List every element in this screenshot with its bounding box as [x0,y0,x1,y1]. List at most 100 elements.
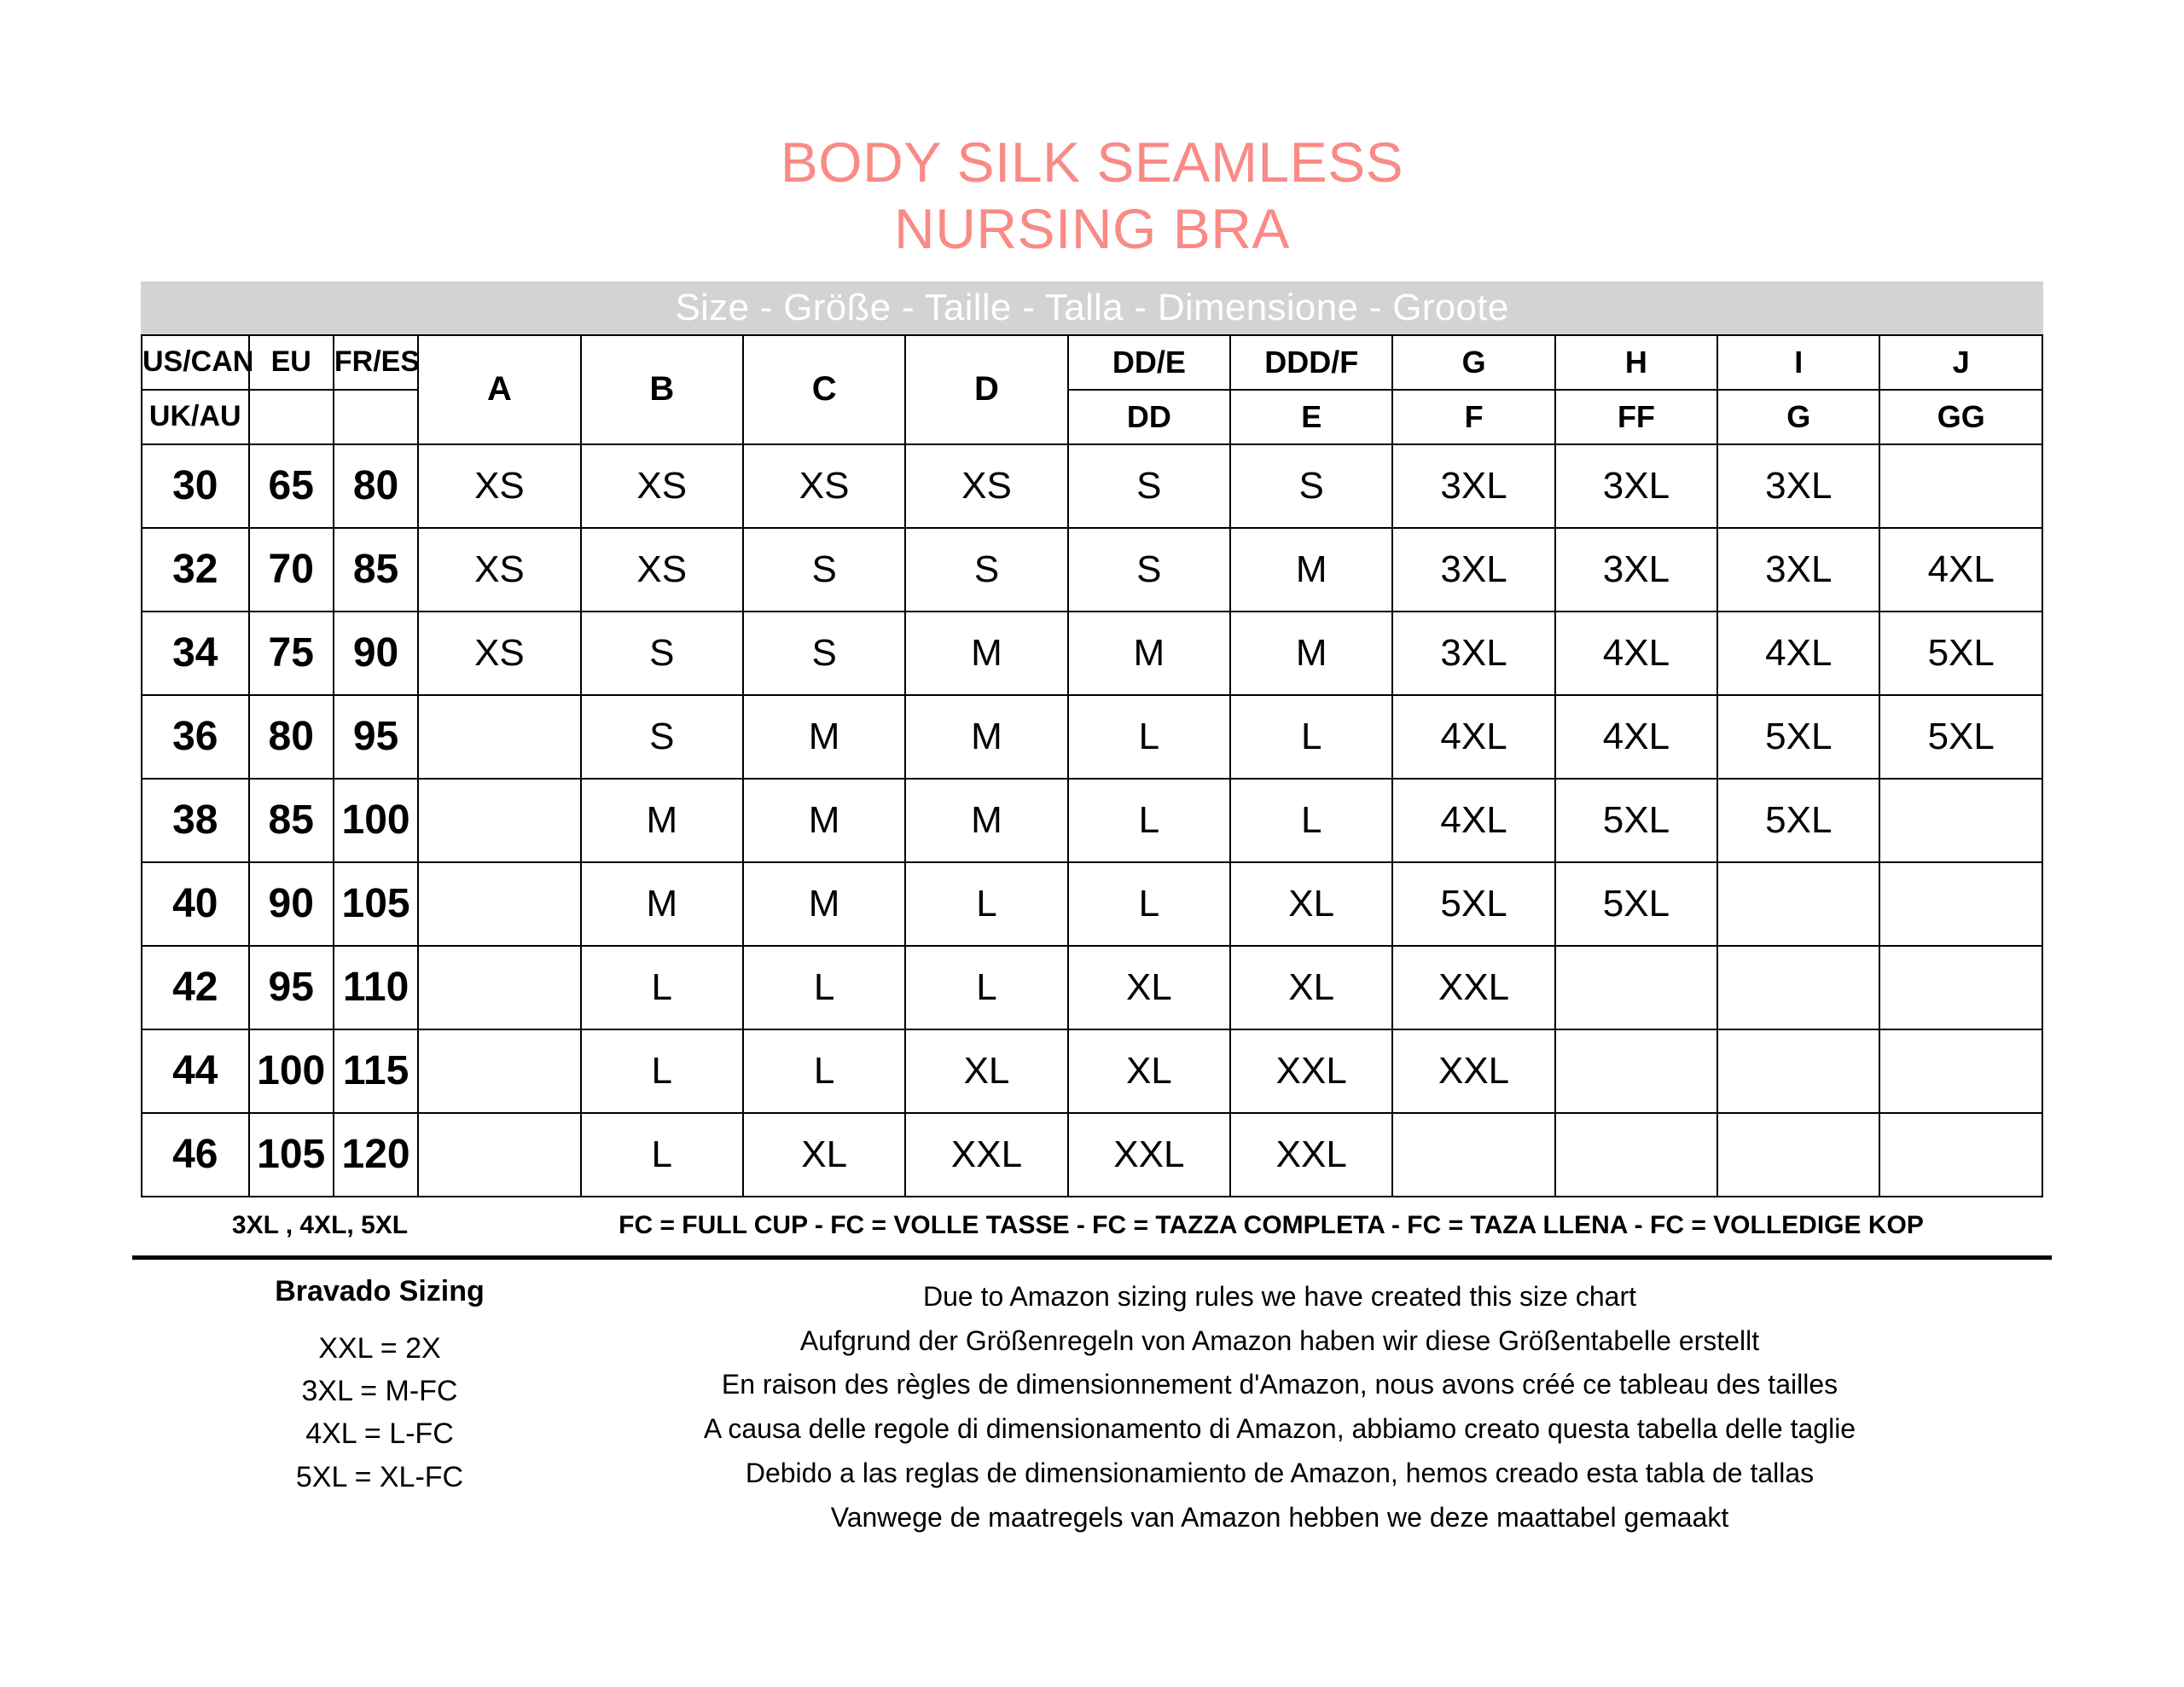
disclaimer-line: En raison des règles de dimensionnement … [721,1369,1838,1400]
header-cup-ddd-f: DDD/F [1229,333,1394,391]
table-head: US/CAN EU FR/ES A B C D DD/E DDD/F G H I… [141,333,2043,445]
cell-cup-j [1879,1111,2043,1197]
cell-cup-ddd-f: XL [1229,861,1394,947]
table-row: 46 105 120 L XL XXL XXL XXL [141,1111,2043,1197]
disclaimer-list: Due to Amazon sizing rules we have creat… [619,1275,1941,1540]
cell-us-can: 32 [141,526,250,612]
size-chart-wrapper: US/CAN EU FR/ES A B C D DD/E DDD/F G H I… [141,333,2043,1197]
header-cup-dd: DD [1066,388,1232,445]
cell-cup-a [417,777,582,863]
cell-cup-a [417,693,582,780]
header-cup-c: C [741,333,907,445]
cell-cup-g: 5XL [1391,861,1556,947]
cell-cup-h: 5XL [1554,777,1719,863]
cell-cup-dd-e: L [1066,861,1232,947]
size-table: US/CAN EU FR/ES A B C D DD/E DDD/F G H I… [141,333,2043,1197]
section-divider [132,1255,2052,1260]
cell-cup-c: M [741,693,907,780]
header-row-top: US/CAN EU FR/ES A B C D DD/E DDD/F G H I… [141,333,2043,445]
cell-cup-ddd-f: L [1229,777,1394,863]
bravado-sizing-item: 5XL = XL-FC [295,1460,464,1493]
bottom-section: Bravado Sizing XXL = 2X 3XL = M-FC 4XL = L… [141,1260,2043,1540]
disclaimer-line: Debido a las reglas de dimensionamiento … [745,1458,1815,1489]
cell-fr-es: 85 [332,526,420,612]
cell-cup-ddd-f: XXL [1229,1111,1394,1197]
disclaimer-block: Due to Amazon sizing rules we have creat… [619,1275,2043,1540]
cell-cup-i: 3XL [1716,526,1881,612]
cell-fr-es: 115 [332,1028,420,1114]
cell-cup-g: 3XL [1391,443,1556,529]
cell-cup-c: L [741,1028,907,1114]
cell-cup-ddd-f: S [1229,443,1394,529]
header-cup-j: J [1879,333,2043,391]
size-banner: Size - Größe - Taille - Talla - Dimensio… [141,281,2043,334]
cell-eu: 80 [247,693,334,780]
cell-cup-d: L [904,944,1069,1030]
cell-cup-b: XS [579,526,744,612]
title-line-2: NURSING BRA [894,196,1290,260]
cell-eu: 105 [247,1111,334,1197]
table-row: 42 95 110 L L L XL XL XXL [141,944,2043,1030]
table-body: 30 65 80 XS XS XS XS S S 3XL 3XL 3XL 32 70 85 XS XS S S S M 3… [141,443,2043,1197]
cell-cup-a [417,1028,582,1114]
header-cup-d: D [904,333,1069,445]
cell-eu: 75 [247,610,334,696]
cell-cup-i: 4XL [1716,610,1881,696]
table-row: 34 75 90 XS S S M M M 3XL 4XL 4XL 5XL [141,610,2043,696]
bravado-sizing-item: 3XL = M-FC [301,1375,458,1408]
cell-cup-d: M [904,777,1069,863]
cell-eu: 90 [247,861,334,947]
cell-cup-c: L [741,944,907,1030]
header-fr-es-alt [332,388,420,445]
cell-cup-c: XS [741,443,907,529]
cell-cup-dd-e: XL [1066,1028,1232,1114]
cell-us-can: 30 [141,443,250,529]
cell-eu: 95 [247,944,334,1030]
cell-cup-i: 3XL [1716,443,1881,529]
cell-cup-j [1879,777,2043,863]
cell-cup-j [1879,861,2043,947]
cell-cup-d: S [904,526,1069,612]
cell-cup-h: 4XL [1554,610,1719,696]
cell-cup-dd-e: L [1066,777,1232,863]
cell-cup-a [417,861,582,947]
cell-fr-es: 110 [332,944,420,1030]
cell-eu: 85 [247,777,334,863]
table-row: 38 85 100 M M M L L 4XL 5XL 5XL [141,777,2043,863]
cell-fr-es: 100 [332,777,420,863]
cell-fr-es: 80 [332,443,420,529]
header-cup-b: B [579,333,744,445]
cell-us-can: 40 [141,861,250,947]
header-cup-ff: FF [1554,388,1719,445]
cell-cup-d: M [904,610,1069,696]
cell-cup-g: 3XL [1391,610,1556,696]
bravado-sizing-item: 4XL = L-FC [305,1417,454,1451]
disclaimer-line: Vanwege de maatregels van Amazon hebben … [830,1501,1729,1533]
disclaimer-line: Due to Amazon sizing rules we have creat… [923,1280,1636,1312]
cell-cup-a [417,1111,582,1197]
cell-cup-g: XXL [1391,1028,1556,1114]
header-us-can: US/CAN [141,333,253,391]
cell-cup-i [1716,861,1881,947]
cell-us-can: 34 [141,610,250,696]
cell-cup-d: M [904,693,1069,780]
table-row: 32 70 85 XS XS S S S M 3XL 3XL 3XL 4XL [141,526,2043,612]
cell-cup-c: M [741,777,907,863]
cell-cup-j: 5XL [1879,610,2043,696]
cell-us-can: 44 [141,1028,250,1114]
cell-cup-g: 3XL [1391,526,1556,612]
bravado-sizing-list: XXL = 2X 3XL = M-FC 4XL = L-FC 5XL = XL-FC [141,1327,619,1499]
cell-cup-i [1716,1028,1881,1114]
cell-us-can: 42 [141,944,250,1030]
cell-cup-h: 3XL [1554,443,1719,529]
cell-cup-i [1716,944,1881,1030]
cell-cup-g: 4XL [1391,777,1556,863]
cell-cup-a: XS [417,610,582,696]
header-eu-alt [247,388,334,445]
header-row-bottom: UK/AU DD E F FF G GG [141,388,2043,445]
cell-cup-g: XXL [1391,944,1556,1030]
cell-cup-j: 4XL [1879,526,2043,612]
header-fr-es: FR/ES [332,333,420,391]
cell-cup-a: XS [417,526,582,612]
cell-cup-d: XL [904,1028,1069,1114]
